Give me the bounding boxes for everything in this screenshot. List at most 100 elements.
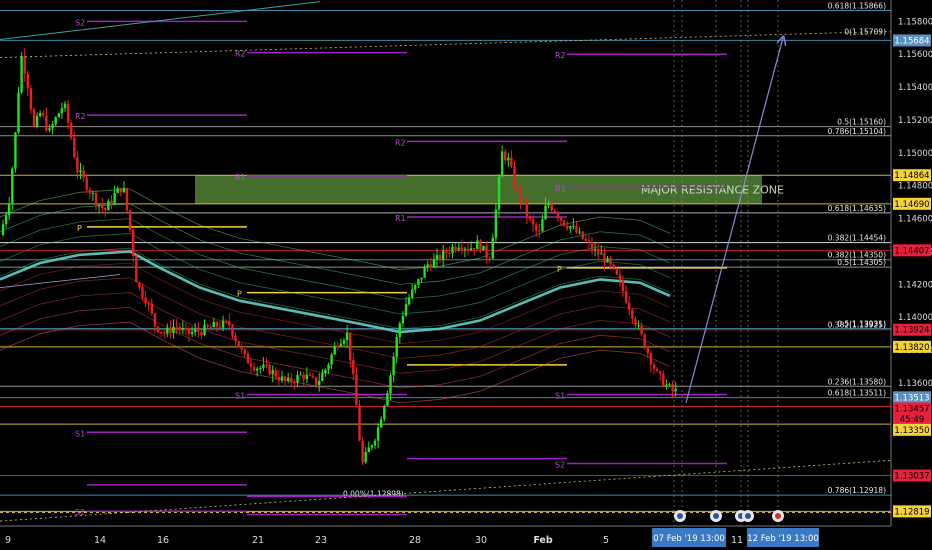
- time-tick-label: 9: [5, 535, 11, 546]
- candle-body: [569, 226, 572, 229]
- candle-body: [265, 364, 268, 366]
- ma-ribbon-line-8: [0, 203, 671, 285]
- candle-body: [547, 204, 550, 206]
- candle-body: [277, 377, 281, 381]
- candle-body: [128, 210, 132, 230]
- candle-body: [584, 239, 587, 241]
- candle-body: [383, 405, 386, 420]
- candle-body: [51, 124, 54, 129]
- candle-body: [463, 248, 467, 250]
- candle-body: [271, 370, 274, 375]
- candle-body: [324, 369, 327, 374]
- candle-body: [485, 245, 488, 259]
- candle-body: [544, 205, 547, 220]
- candle-body: [581, 231, 584, 240]
- fib-label-4: 0.618(1.14635): [828, 204, 886, 213]
- candle-body: [376, 427, 380, 441]
- candle-body: [63, 103, 67, 109]
- candle-body: [166, 327, 169, 334]
- candle-body: [516, 186, 519, 189]
- candle-body: [643, 334, 646, 349]
- candle-body: [587, 240, 591, 243]
- resistance-zone-rect: [195, 175, 762, 204]
- candle-body: [178, 326, 181, 330]
- candle-body: [566, 225, 569, 229]
- ma-ribbon-line-6: [0, 233, 671, 315]
- price-tag: 1.14864: [894, 171, 929, 181]
- candle-body: [460, 247, 463, 250]
- candle-body: [256, 368, 259, 371]
- pivot-label-s1: S1: [235, 392, 245, 401]
- candle-body: [48, 128, 51, 131]
- candle-body: [655, 368, 659, 372]
- time-tick-label: 23: [315, 535, 327, 546]
- pivot-label-s2: S2: [555, 461, 565, 470]
- candle-body: [262, 364, 265, 368]
- candle-body: [240, 346, 243, 350]
- price-tick-label: 1.15000: [898, 149, 932, 159]
- candle-body: [88, 189, 91, 194]
- candle-body: [212, 321, 215, 328]
- candle-body: [624, 291, 628, 303]
- candle-body: [345, 332, 349, 341]
- candle-body: [535, 224, 538, 231]
- candle-body: [662, 373, 665, 387]
- price-tag-bg: [893, 402, 931, 415]
- candle-body: [640, 325, 643, 335]
- candle-body: [370, 445, 374, 448]
- event-flag-dot: [745, 513, 751, 519]
- ma-ribbon-line-2: [0, 292, 671, 374]
- candle-body: [159, 332, 163, 334]
- candle-body: [330, 354, 333, 365]
- price-tag-bg: [893, 169, 931, 182]
- price-tag: 1.15684: [894, 36, 929, 46]
- candle-body: [163, 332, 166, 334]
- price-tag: 1.13820: [894, 343, 929, 353]
- candle-body: [119, 187, 122, 193]
- candle-body: [150, 303, 153, 314]
- candle-body: [156, 326, 160, 333]
- candle-body: [333, 345, 336, 355]
- pivot-label-p: P: [237, 290, 242, 299]
- candle-body: [494, 209, 498, 238]
- price-tick-label: 1.15400: [898, 83, 932, 93]
- ma-ribbon-line-4: [0, 262, 671, 344]
- candle-body: [153, 313, 157, 327]
- fib-label-5: 0.382(1.14454): [828, 234, 886, 243]
- candle-body: [373, 440, 377, 446]
- pivot-label-r2: R2: [235, 50, 246, 59]
- price-tag-bg: [893, 469, 931, 482]
- event-flag-dot: [677, 513, 683, 519]
- time-tick-label: 5: [603, 535, 609, 546]
- ma-ribbon-line-7: [0, 218, 671, 300]
- candle-body: [231, 325, 234, 336]
- candle-body: [398, 323, 401, 337]
- candle-body: [302, 374, 305, 380]
- candle-body: [603, 253, 606, 263]
- candle-body: [578, 231, 581, 233]
- candle-body: [519, 188, 522, 202]
- candle-body: [488, 258, 491, 260]
- candle-body: [107, 200, 110, 211]
- pivot-label-r2: R2: [75, 112, 86, 121]
- candle-body: [66, 103, 70, 123]
- trendline-top: [0, 30, 892, 58]
- candle-body: [175, 326, 178, 328]
- candle-body: [110, 200, 113, 204]
- candle-body: [60, 108, 64, 114]
- candle-body: [299, 374, 302, 376]
- price-tag-bg: [893, 244, 931, 257]
- time-tag-bg: [747, 528, 819, 547]
- candle-body: [17, 92, 20, 133]
- candle-body: [314, 376, 318, 386]
- candle-body: [609, 258, 612, 265]
- price-tag: 1.13513: [894, 393, 929, 403]
- candle-body: [429, 264, 432, 268]
- candle-body: [411, 289, 414, 298]
- candle-body: [228, 320, 231, 326]
- candle-body: [476, 240, 479, 250]
- candle-body: [404, 304, 408, 316]
- candle-body: [497, 176, 501, 210]
